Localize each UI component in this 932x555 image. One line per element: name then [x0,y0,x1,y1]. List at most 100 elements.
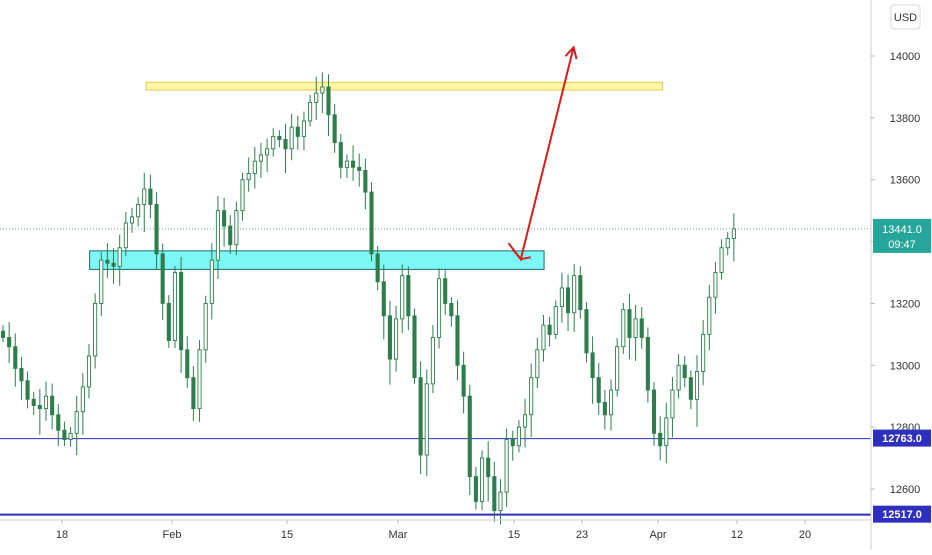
candle-body [351,160,356,168]
candle-body [676,364,681,391]
currency-box[interactable] [890,4,921,30]
x-tick-label: Feb [163,529,182,541]
candle-body [615,346,620,391]
candle-body [123,222,128,249]
candle-body [688,377,693,400]
candle-body [473,476,478,502]
candle-body [37,405,42,410]
plot-area[interactable] [0,45,871,525]
y-tick-label: 14000 [890,51,921,63]
candle-body [590,352,595,379]
resistance-zone[interactable] [145,81,664,91]
candle-body [559,287,564,307]
candle-body [246,173,251,181]
x-tick-label: 15 [281,529,293,541]
last-price-label: 13441.0 [882,224,922,236]
candle-body [584,309,589,354]
candle-body [480,457,485,502]
y-tick-label: 13600 [890,175,921,187]
candle-body [430,337,435,385]
candle-body [222,210,227,227]
candle-body [369,191,374,255]
candle-body [406,275,411,317]
candle-body [197,349,202,410]
candle-body [203,302,208,351]
candle-body [572,275,577,314]
last-price-countdown: 09:47 [888,239,916,251]
x-tick-label: Apr [649,529,666,541]
candle-body [215,210,221,261]
candle-body [412,315,417,379]
candle-body [252,160,257,174]
candle-body [25,380,30,400]
candle-body [74,411,79,434]
candle-body [437,278,442,338]
candle-body [50,395,55,416]
candle-body [62,429,67,440]
candle-body [142,188,147,205]
candle-body [258,154,264,162]
price-axis[interactable]: USD 126001280013000132001340013600138001… [870,0,931,550]
candle-body [43,395,49,410]
candle-body [670,389,675,419]
candle-body [80,386,85,413]
flip-zone[interactable] [89,250,545,270]
candle-body [504,439,509,493]
candle-body [553,306,558,335]
y-tick-label: 13800 [890,113,921,125]
candle-body [510,439,515,447]
candle-body [418,377,423,456]
candle-body [449,302,454,317]
last-price-tag[interactable] [873,218,931,253]
candle-body [265,148,270,156]
time-axis[interactable]: 18 Feb 15 Mar 15 23 Apr 12 20 [0,519,871,541]
candle-body [338,142,343,168]
candle-body [111,262,116,267]
candle-body [56,414,61,431]
candle-body [731,228,736,239]
candle-body [682,364,687,379]
level-price-tag[interactable] [873,429,931,447]
candle-body [160,253,165,304]
candle-body [633,318,638,338]
candle-body [332,114,337,144]
level-price-tag[interactable] [873,505,931,523]
candle-body [172,272,178,341]
candle-body [529,377,534,416]
candle-body [701,333,706,372]
candle-body [320,86,325,94]
currency-label: USD [894,12,917,24]
candle-body [13,346,18,369]
candle-body [467,395,472,478]
candle-body [129,216,135,224]
candle-body [541,324,546,351]
candle-body [0,330,6,338]
candle-body [522,414,528,428]
candle-body [277,135,282,140]
candle-body [240,179,245,212]
candle-body [455,315,460,366]
candle-body [117,247,122,267]
candle-body [68,432,73,440]
candle-body [191,377,196,410]
candle-body [664,417,669,447]
candle-body [166,302,171,341]
candle-body [535,349,540,379]
candle-body [596,377,601,403]
candle-body [492,476,497,512]
candle-body [578,275,583,311]
candle-body [725,238,730,249]
candle-body [136,204,141,218]
candle-body [31,398,36,406]
candle-body [565,287,571,314]
candle-body [179,272,184,351]
y-tick-label: 13000 [890,360,921,372]
projection-arrow[interactable] [507,47,575,262]
x-tick-label: 18 [56,529,68,541]
candle-body [308,101,313,122]
candle-body [19,367,24,382]
candle-body [375,253,380,283]
candle-body [719,247,724,273]
